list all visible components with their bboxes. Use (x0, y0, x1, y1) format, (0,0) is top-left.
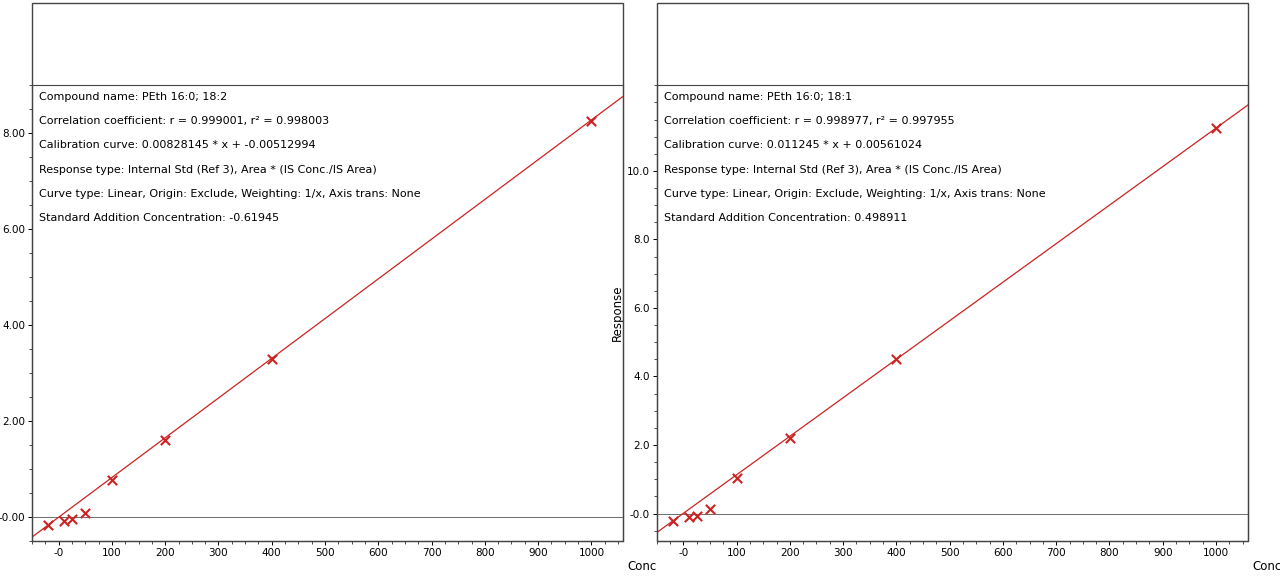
Text: Standard Addition Concentration: -0.61945: Standard Addition Concentration: -0.6194… (40, 213, 279, 223)
Text: Standard Addition Concentration: 0.498911: Standard Addition Concentration: 0.49891… (664, 213, 908, 223)
Text: Response type: Internal Std (Ref 3), Area * (IS Conc./IS Area): Response type: Internal Std (Ref 3), Are… (40, 165, 376, 175)
Point (155, 436, 175, 445)
Text: Response type: Internal Std (Ref 3), Area * (IS Conc./IS Area): Response type: Internal Std (Ref 3), Are… (664, 165, 1001, 175)
Point (1206, 123, 1226, 133)
Text: Conc: Conc (1252, 560, 1280, 573)
Point (101, 475, 122, 485)
Text: Calibration curve: 0.00828145 * x + -0.00512994: Calibration curve: 0.00828145 * x + -0.0… (40, 141, 316, 151)
Point (37, 520, 58, 530)
Text: Compound name: PEth 16:0; 18:1: Compound name: PEth 16:0; 18:1 (664, 92, 852, 102)
Point (700, 505, 721, 514)
Point (726, 473, 746, 482)
Point (686, 511, 707, 520)
Text: Conc: Conc (627, 560, 657, 573)
Text: Curve type: Linear, Origin: Exclude, Weighting: 1/x, Axis trans: None: Curve type: Linear, Origin: Exclude, Wei… (40, 189, 421, 199)
Text: Curve type: Linear, Origin: Exclude, Weighting: 1/x, Axis trans: None: Curve type: Linear, Origin: Exclude, Wei… (664, 189, 1046, 199)
Point (780, 433, 800, 443)
Point (581, 116, 602, 126)
Text: PEth 16:0/18:2: PEth 16:0/18:2 (201, 26, 454, 56)
Point (662, 516, 682, 526)
Y-axis label: Response: Response (611, 285, 623, 342)
Point (261, 354, 282, 363)
Text: Correlation coefficient: r = 0.999001, r² = 0.998003: Correlation coefficient: r = 0.999001, r… (40, 116, 329, 126)
Point (76, 509, 96, 518)
Text: Correlation coefficient: r = 0.998977, r² = 0.997955: Correlation coefficient: r = 0.998977, r… (664, 116, 955, 126)
Point (61, 514, 82, 523)
Point (54, 517, 74, 526)
Point (678, 512, 699, 522)
Text: Calibration curve: 0.011245 * x + 0.00561024: Calibration curve: 0.011245 * x + 0.0056… (664, 141, 922, 151)
Point (886, 355, 906, 364)
Text: Compound name: PEth 16:0; 18:2: Compound name: PEth 16:0; 18:2 (40, 92, 228, 102)
Text: PEth 16:0/18:1: PEth 16:0/18:1 (826, 26, 1079, 56)
